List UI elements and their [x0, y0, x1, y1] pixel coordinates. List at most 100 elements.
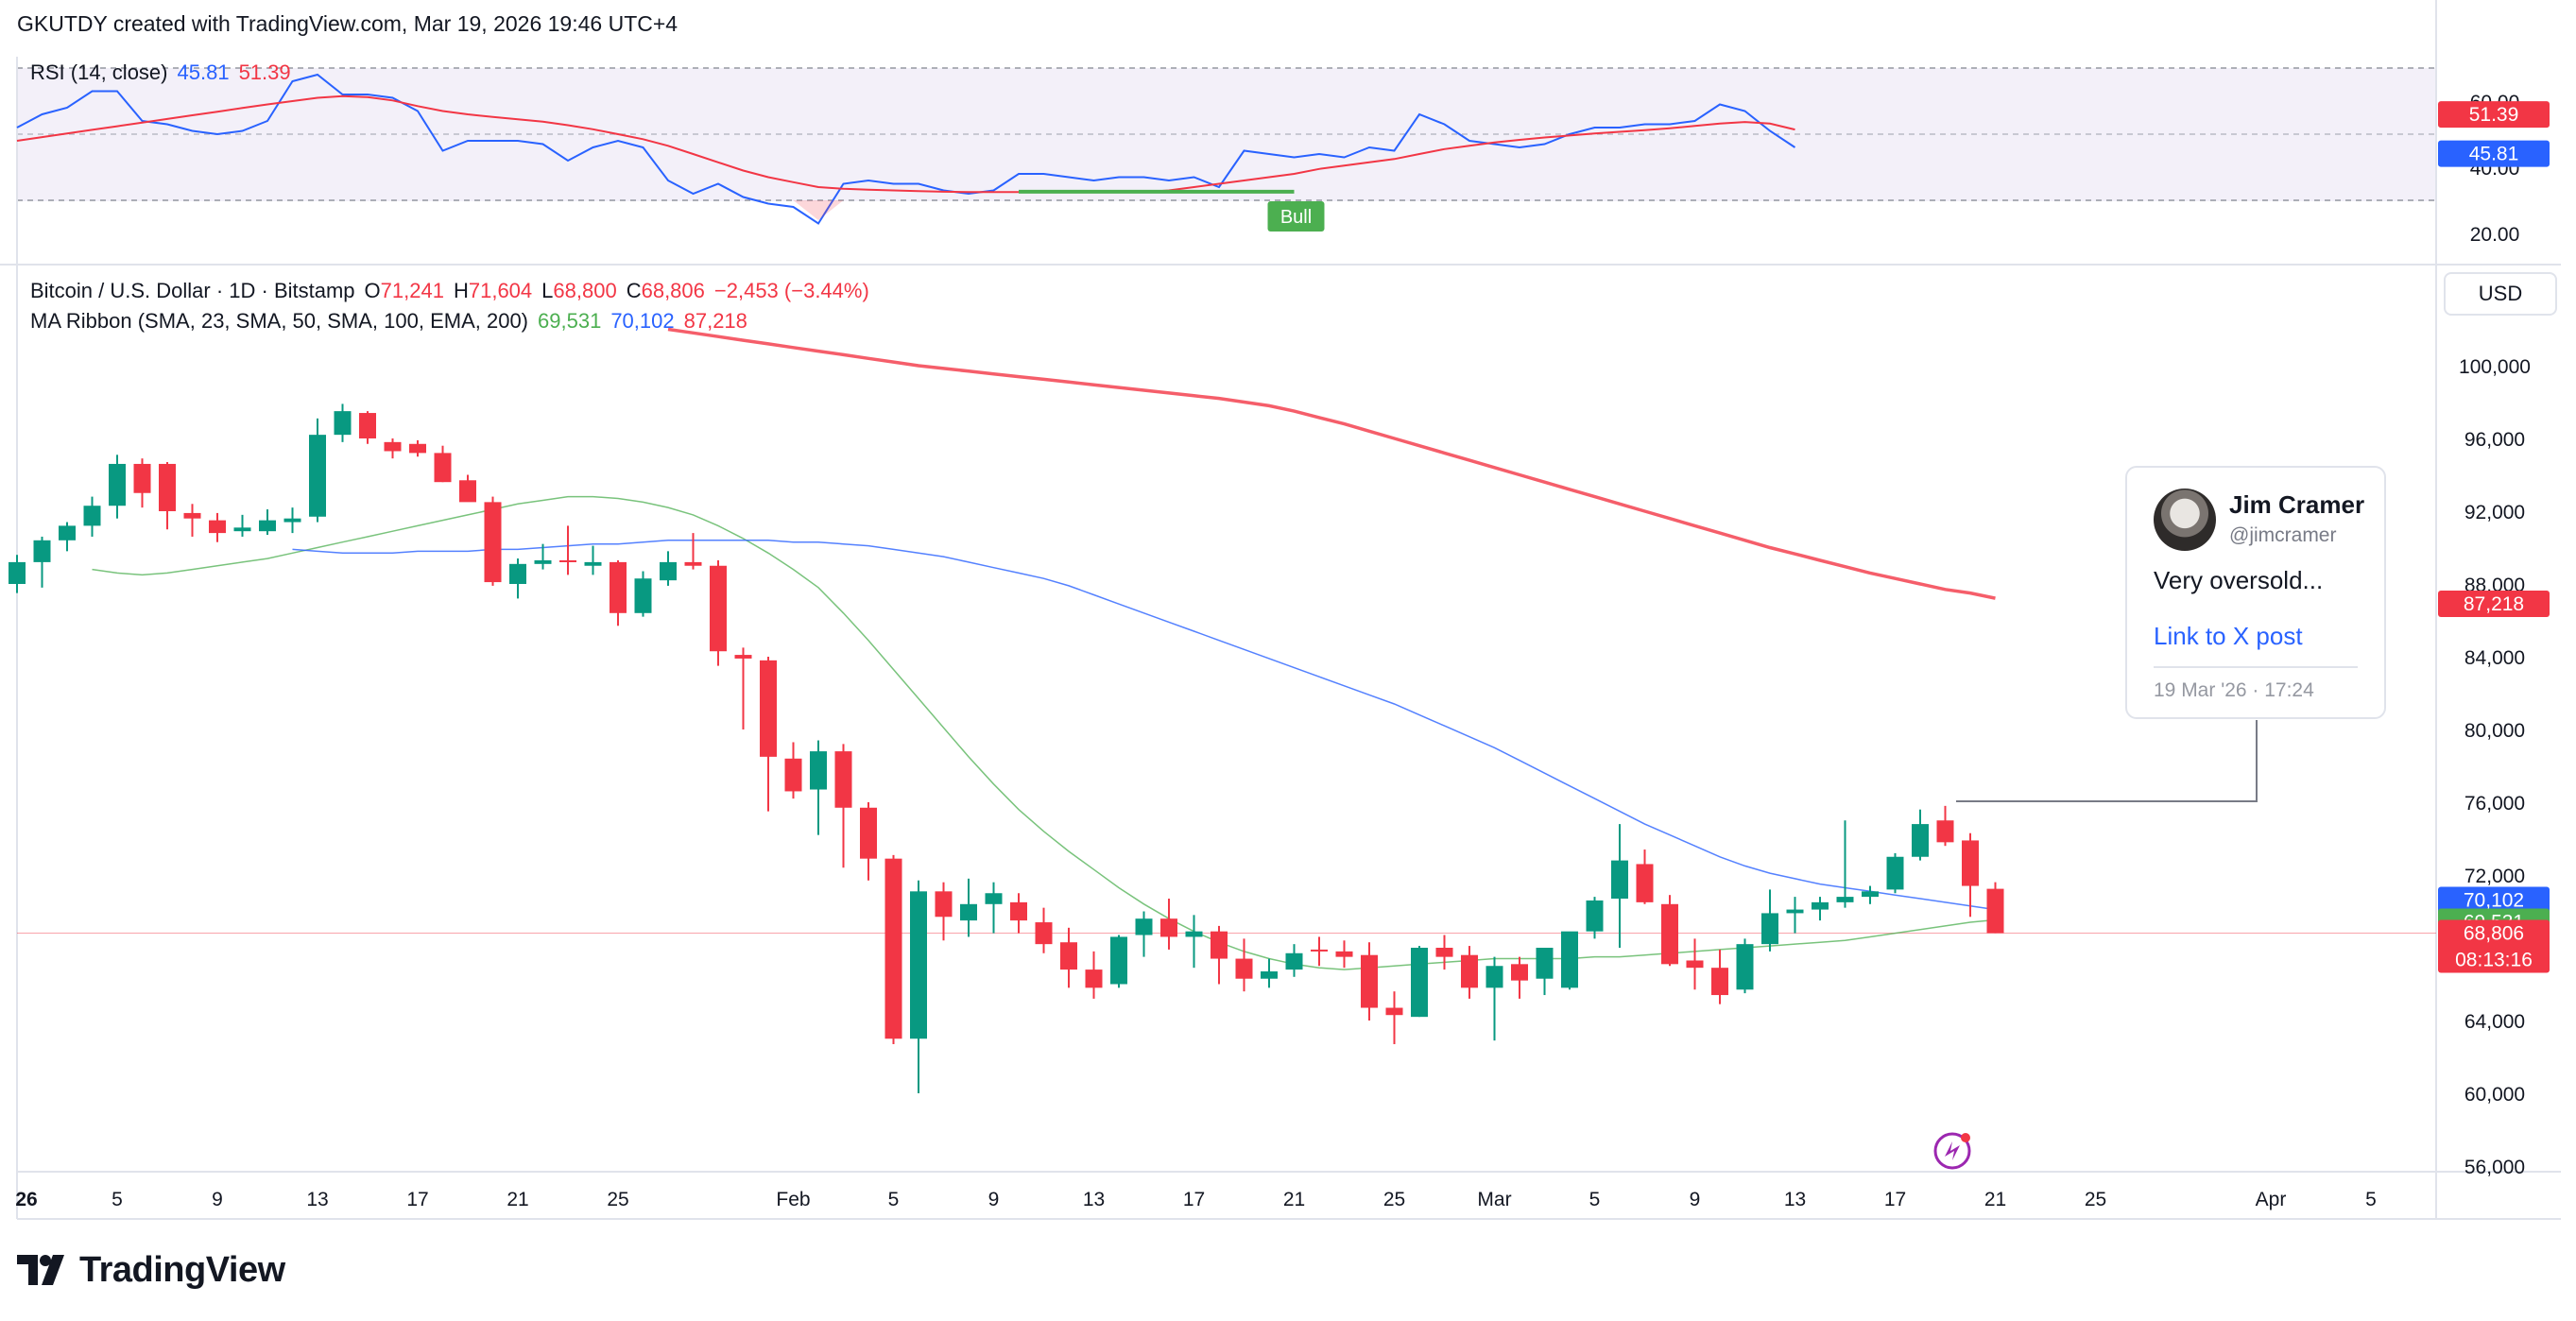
time-tick-label: Apr [2256, 1189, 2287, 1210]
currency-button[interactable]: USD [2444, 272, 2557, 316]
rsi-ma-last-label: 51.39 [2469, 104, 2519, 126]
ma-ribbon-label: MA Ribbon (SMA, 23, SMA, 50, SMA, 100, E… [30, 309, 529, 333]
candle-body [1060, 942, 1077, 970]
tweet-link[interactable]: Link to X post [2154, 622, 2303, 650]
time-tick-label: 17 [406, 1189, 428, 1210]
candle-body [1761, 913, 1778, 945]
candle-body [1536, 948, 1554, 979]
ma50-last-label-bg [2438, 886, 2550, 914]
candle-body [634, 578, 652, 613]
ma-ribbon-legend[interactable]: MA Ribbon (SMA, 23, SMA, 50, SMA, 100, E… [30, 309, 747, 334]
candle-body [810, 751, 827, 790]
time-tick-label: 17 [1183, 1189, 1205, 1210]
price-tick-label: 72,000 [2464, 866, 2525, 887]
candle-body [1986, 888, 2004, 934]
rsi-line [16, 73, 1796, 225]
candle-body [1786, 909, 1804, 914]
candle-body [534, 559, 552, 564]
time-tick-label: Mar [1477, 1189, 1511, 1210]
last-price-label-bg [2438, 919, 2550, 973]
candle-body [83, 506, 101, 526]
candle-body [1010, 901, 1027, 921]
time-tick-label: 13 [1083, 1189, 1105, 1210]
candle-body [1711, 968, 1728, 996]
candle-body [9, 561, 26, 584]
candle-body [1160, 918, 1177, 937]
candle-body [1611, 860, 1628, 900]
open-label: O [364, 279, 381, 302]
candle-body [1185, 931, 1203, 937]
candle-body [760, 660, 777, 757]
candle-body [1361, 954, 1378, 1008]
tradingview-logo-icon [17, 1255, 64, 1285]
candle-body [409, 443, 426, 454]
candle-body [1561, 931, 1578, 988]
candle-body [159, 463, 176, 511]
high-label: H [453, 279, 469, 302]
rsi-tick-label: 20.00 [2470, 224, 2520, 246]
rsi-ma-last-label-bg [2438, 101, 2550, 129]
candle-body [1686, 960, 1704, 969]
ema200-line [667, 327, 1996, 600]
candle-body [209, 520, 226, 534]
rsi-oversold-fill [793, 200, 844, 220]
rsi-legend-ma-value: 51.39 [238, 60, 291, 84]
tweet-divider [2154, 666, 2358, 668]
candle-body [910, 891, 927, 1039]
rsi-pane[interactable]: Bull [16, 73, 1796, 232]
candle-body [33, 540, 51, 562]
candle-body [109, 463, 126, 506]
close-value: 68,806 [641, 279, 705, 302]
time-tick-label: 25 [607, 1189, 628, 1210]
candle-body [1862, 891, 1879, 898]
candle-body [384, 441, 402, 452]
time-tick-label: 5 [888, 1189, 900, 1210]
ma23-value: 69,531 [538, 309, 602, 333]
price-tick-label: 100,000 [2459, 356, 2531, 378]
candle-body [1886, 856, 1904, 890]
candle-body [1836, 897, 1854, 902]
candle-body [1812, 901, 1829, 910]
time-tick-label: 9 [1690, 1189, 1701, 1210]
time-tick-label: 5 [1589, 1189, 1601, 1210]
candle-body [684, 561, 702, 566]
candle-body [710, 565, 727, 652]
time-tick-label: 13 [306, 1189, 328, 1210]
tweet-card[interactable]: Jim Cramer @jimcramer Very oversold... L… [2125, 466, 2386, 719]
candle-body [1085, 969, 1103, 988]
price-labels: 51.3945.8187,21870,10269,53168,80608:13:… [2438, 101, 2550, 973]
tweet-text: Very oversold... [2154, 566, 2324, 594]
time-tick-label: 25 [1383, 1189, 1405, 1210]
ma50-line [292, 540, 1996, 911]
time-tick-label: 26 [15, 1189, 37, 1210]
time-tick-label: 13 [1784, 1189, 1806, 1210]
candle-body [1211, 931, 1228, 959]
tradingview-logo[interactable]: TradingView [17, 1249, 285, 1291]
price-tick-label: 76,000 [2464, 793, 2525, 815]
symbol-legend[interactable]: Bitcoin / U.S. Dollar · 1D · Bitstamp O71… [30, 279, 869, 303]
time-tick-label: 21 [1283, 1189, 1305, 1210]
price-tick-label: 84,000 [2464, 647, 2525, 669]
candle-body [935, 891, 953, 918]
rsi-legend[interactable]: RSI (14, close) 45.81 51.39 [30, 60, 291, 85]
candle-body [1261, 971, 1278, 979]
high-value: 71,604 [468, 279, 533, 302]
candle-body [584, 561, 602, 566]
price-pane[interactable] [9, 327, 2436, 1094]
candle-body [334, 411, 352, 436]
candle-body [283, 518, 301, 523]
tradingview-logo-text: TradingView [79, 1249, 285, 1290]
bull-badge-label: Bull [1280, 207, 1312, 228]
candle-body [884, 858, 902, 1039]
candle-body [1661, 903, 1678, 965]
candle-body [610, 561, 627, 613]
sparkle-icon[interactable] [1933, 1132, 1971, 1170]
time-tick-label: Feb [776, 1189, 810, 1210]
candle-body [1135, 918, 1153, 935]
candle-body [1035, 922, 1053, 945]
time-tick-label: 17 [1884, 1189, 1906, 1210]
candle-body [459, 480, 476, 503]
time-tick-label: 21 [1984, 1189, 2006, 1210]
